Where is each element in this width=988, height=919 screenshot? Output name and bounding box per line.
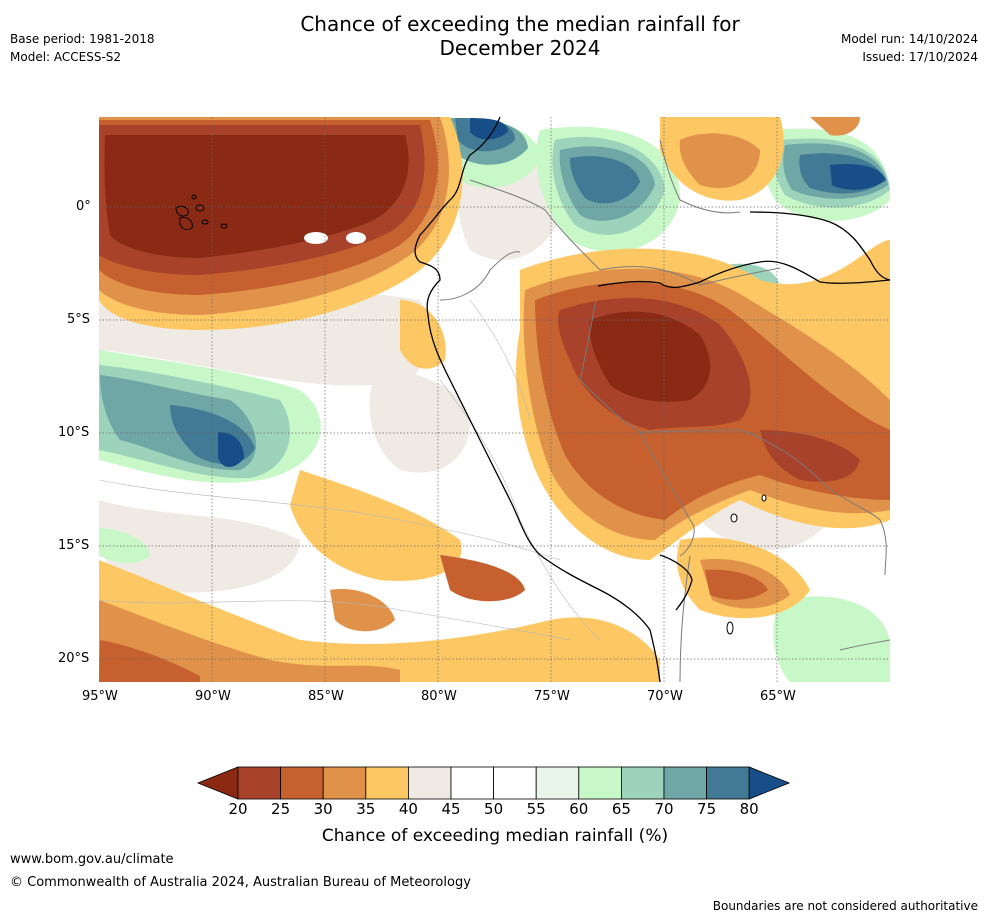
base-period-text: Base period: 1981-2018 <box>10 32 155 46</box>
colorbar-tick-label: 20 <box>228 800 248 818</box>
colorbar-tick-label: 70 <box>654 800 674 818</box>
model-text: Model: ACCESS-S2 <box>10 50 122 64</box>
colorbar-tick-label: 65 <box>611 800 631 818</box>
country-boundaries <box>439 139 890 682</box>
galapagos-islands <box>175 194 228 231</box>
dry-zone-lt20 <box>104 135 711 402</box>
lat-label-20s: 20°S <box>58 651 90 666</box>
lon-label-85w: 85°W <box>308 689 344 704</box>
colorbar-label: Chance of exceeding median rainfall (%) <box>321 826 669 846</box>
colorbar-tick-label: 30 <box>313 800 333 818</box>
lat-label-10s: 10°S <box>58 425 90 440</box>
issued-text: Issued: 17/10/2024 <box>862 50 978 64</box>
lakes <box>726 494 767 635</box>
colorbar-swatch <box>407 766 452 800</box>
colorbar-tick-label: 45 <box>441 800 461 818</box>
colorbar-arrow-high <box>748 766 791 800</box>
colorbar-tick-label: 40 <box>398 800 418 818</box>
model-run-text: Model run: 14/10/2024 <box>840 32 978 46</box>
footer-copyright: © Commonwealth of Australia 2024, Austra… <box>10 875 471 890</box>
lat-label-5s: 5°S <box>67 312 91 327</box>
colorbar-swatch <box>365 766 409 800</box>
small-holes <box>304 232 366 244</box>
colorbar <box>196 766 791 800</box>
colorbar-swatch <box>322 766 367 800</box>
colorbar-tick-label: 25 <box>271 800 291 818</box>
colorbar-tick-label: 60 <box>569 800 589 818</box>
colorbar-swatch <box>535 766 580 800</box>
lon-label-95w: 95°W <box>82 689 118 704</box>
colorbar-swatch <box>450 766 494 800</box>
map-title-line2: December 2024 <box>439 36 601 60</box>
lat-label-15s: 15°S <box>58 538 90 553</box>
colorbar-swatch <box>578 766 622 800</box>
colorbar-tick-label: 50 <box>484 800 504 818</box>
colorbar-tick-label: 55 <box>526 800 546 818</box>
map-gridlines <box>99 117 890 682</box>
lon-label-65w: 65°W <box>760 689 796 704</box>
colorbar-tick-label: 75 <box>697 800 717 818</box>
map-title: Chance of exceeding the median rainfall … <box>0 12 988 60</box>
colorbar-swatch <box>663 766 707 800</box>
colorbar-tick-label: 35 <box>356 800 376 818</box>
colorbar-swatch <box>237 766 281 800</box>
footer-disclaimer: Boundaries are not considered authoritat… <box>712 899 978 913</box>
coastline <box>414 117 890 682</box>
map-field <box>99 117 890 682</box>
colorbar-swatch <box>493 766 537 800</box>
lon-label-90w: 90°W <box>195 689 231 704</box>
colorbar-swatch <box>280 766 324 800</box>
colorbar-swatch <box>620 766 665 800</box>
lon-label-70w: 70°W <box>647 689 683 704</box>
footer-url: www.bom.gov.au/climate <box>10 852 174 867</box>
contour-lines <box>99 299 601 641</box>
colorbar-swatch <box>706 766 750 800</box>
map-title-line1: Chance of exceeding the median rainfall … <box>300 12 740 36</box>
colorbar-tick-label: 80 <box>739 800 759 818</box>
wet-zone-gt80 <box>218 118 886 467</box>
colorbar-arrow-low <box>196 766 239 800</box>
lat-label-0: 0° <box>76 199 91 214</box>
lon-label-80w: 80°W <box>421 689 457 704</box>
lon-label-75w: 75°W <box>534 689 570 704</box>
